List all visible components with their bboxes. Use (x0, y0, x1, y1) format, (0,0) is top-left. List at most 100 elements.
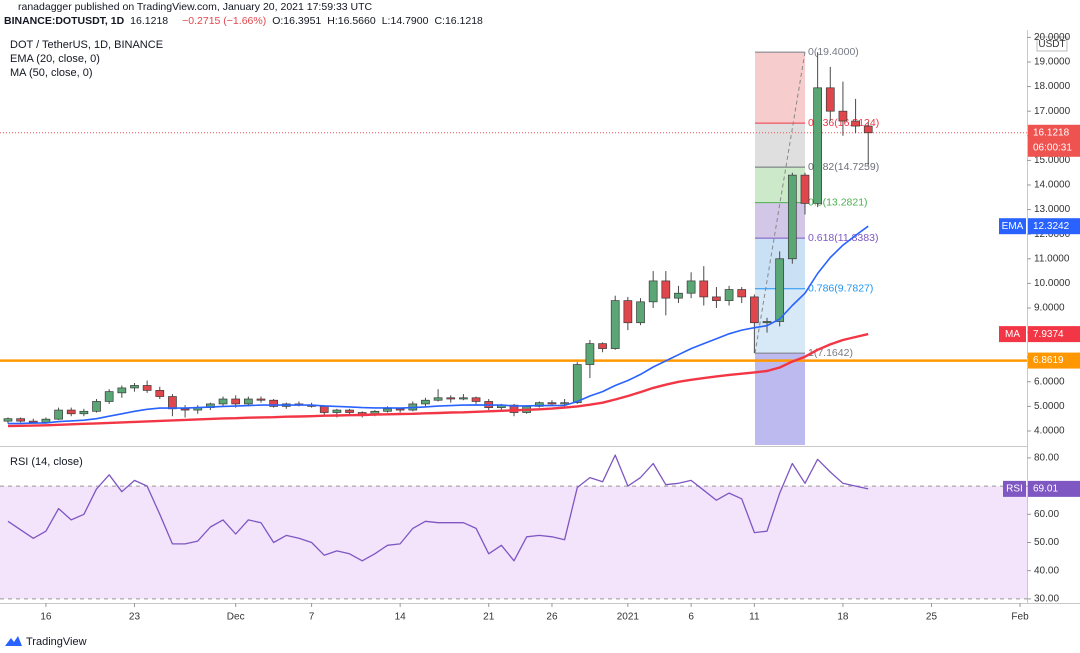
candle-body (610, 300, 620, 349)
candle-body (168, 396, 177, 410)
countdown: 06:00:31 (1033, 142, 1072, 153)
candle-body (838, 110, 848, 122)
candle-body (421, 399, 430, 405)
x-tick-label: 26 (546, 612, 558, 623)
y-tick-label: 50.00 (1034, 537, 1059, 548)
x-tick-label: 25 (926, 612, 938, 623)
y-tick-label: 12.0000 (1034, 229, 1071, 240)
y-tick-label: 6.0000 (1034, 376, 1065, 387)
y-tick-label: 19.0000 (1034, 57, 1071, 68)
x-tick-label: 6 (688, 612, 694, 623)
candle-body (547, 402, 557, 405)
indicator-name: MA (1005, 329, 1020, 340)
rsi-line (7, 454, 869, 562)
indicator-name-badge (999, 326, 1026, 343)
plot: 0(19.4000) 0.236(16.5124) 0.382(14.7259) 0.… (0, 46, 1027, 600)
y-tick-label: 40.00 (1034, 565, 1059, 576)
indicator-value: 12.3242 (1033, 221, 1070, 232)
last-price-label: 16.1218 (1033, 127, 1070, 138)
change: −0.2715 (−1.66%) (182, 15, 266, 27)
candle-body (433, 397, 443, 401)
rsi-value-badge (1028, 480, 1080, 497)
open: O:16.3951 (272, 15, 321, 27)
fib-label: 0.5(13.2821) (808, 196, 868, 208)
candle-body (825, 87, 835, 112)
x-tick-label: Feb (1011, 612, 1029, 623)
fib-trend (754, 52, 806, 354)
x-tick-label: 7 (309, 612, 315, 623)
fib-label: 0.618(11.8383) (808, 232, 878, 244)
candle-body (104, 391, 114, 402)
candle-body (762, 321, 772, 324)
currency-box (1036, 36, 1068, 52)
candle-body (851, 120, 860, 127)
symbol: BINANCE:DOTUSDT, 1D (4, 15, 125, 27)
hline-badge (1028, 352, 1080, 369)
candle-body (712, 296, 721, 301)
candle-body (686, 280, 696, 294)
y-tick-label: 15.0000 (1034, 155, 1071, 166)
last: 16.1218 (130, 15, 168, 27)
logo-icon (5, 636, 22, 646)
y-tick-label: 30.00 (1034, 594, 1059, 605)
fib-zone (755, 52, 805, 124)
fib-label: 0(19.4000) (808, 46, 859, 58)
y-tick-label: 17.0000 (1034, 106, 1071, 117)
indicator-name-badge (999, 218, 1026, 235)
candle-body (572, 364, 582, 404)
x-tick-label: 16 (40, 612, 52, 623)
fib-label: 0.382(14.7259) (808, 161, 879, 173)
last-price-badge (1028, 124, 1080, 157)
candle-body (800, 174, 810, 204)
indicator-value-badge (1028, 218, 1080, 235)
y-tick-label: 11.0000 (1034, 253, 1070, 264)
indicator-value: 7.9374 (1033, 329, 1064, 340)
candle-body (623, 300, 633, 324)
y-tick-label: 9.0000 (1034, 303, 1065, 314)
candle-body (737, 289, 747, 298)
candle-body (598, 343, 607, 349)
y-tick-label: 60.00 (1034, 509, 1059, 520)
candle-body (180, 408, 190, 411)
currency: USDT (1038, 39, 1065, 50)
candle-body (155, 390, 165, 397)
candle-body (54, 409, 63, 420)
candle-body (383, 408, 392, 412)
y-tick-label: 80.00 (1034, 453, 1059, 464)
candle-body (585, 343, 595, 365)
y-tick-label: 10.0000 (1034, 278, 1071, 289)
rsi-value: 69.01 (1033, 484, 1058, 495)
candle-body (16, 418, 25, 422)
x-tick-label: Dec (227, 612, 245, 623)
candle-body (560, 402, 569, 405)
logo: TradingView (5, 636, 87, 648)
rsi-name: RSI (1006, 484, 1023, 495)
y-tick-label: 18.0000 (1034, 81, 1071, 92)
indicator-value-badge (1028, 326, 1080, 343)
main-pane: 0(19.4000) 0.236(16.5124) 0.382(14.7259) 0.… (0, 46, 1027, 445)
candle-body (345, 409, 354, 413)
candle-body (446, 397, 456, 400)
x-tick-label: 14 (395, 612, 407, 623)
candle-body (724, 289, 734, 301)
fib-label: 0.236(16.5124) (808, 117, 879, 129)
hline-label: 6.8619 (1033, 355, 1064, 366)
candle-body (79, 410, 89, 415)
candle-body (269, 399, 278, 407)
candle-body (674, 292, 683, 299)
candle-body (813, 87, 822, 204)
low: L:14.7900 (382, 15, 429, 27)
high: H:16.5660 (327, 15, 376, 27)
candle-body (863, 125, 873, 134)
candle-body (750, 296, 759, 324)
candle-body (319, 406, 329, 413)
candle-body (648, 280, 658, 303)
y-tick-label: 20.0000 (1034, 32, 1071, 43)
candle-body (3, 418, 13, 422)
candle-body (699, 280, 709, 298)
candle-body (218, 398, 228, 405)
candle-body (459, 397, 468, 400)
candle-body (787, 174, 797, 260)
y-tick-label: 14.0000 (1034, 180, 1071, 191)
fib-label: 0.786(9.7827) (808, 283, 873, 295)
